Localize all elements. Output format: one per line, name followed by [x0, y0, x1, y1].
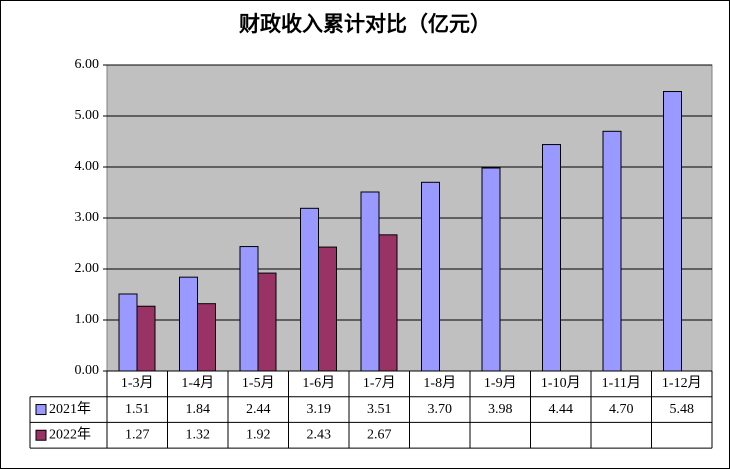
data-label: 4.70 [609, 402, 634, 417]
bar [542, 144, 561, 372]
data-label: 2.67 [367, 427, 392, 442]
data-label: 1.32 [186, 427, 211, 442]
data-label: 1.92 [246, 427, 271, 442]
y-tick-label: 1.00 [75, 312, 100, 327]
bar [481, 167, 501, 372]
x-tick-label: 1-9月 [484, 375, 517, 391]
bar [378, 234, 398, 372]
x-tick-label: 1-6月 [302, 375, 335, 391]
legend-label: 2022年 [49, 426, 91, 442]
y-tick-label: 4.00 [75, 159, 100, 174]
bar [300, 207, 319, 372]
bar [239, 246, 259, 372]
bar [118, 293, 138, 372]
x-tick-label: 1-12月 [662, 375, 702, 391]
legend-label: 2021年 [49, 401, 91, 417]
x-tick-label: 1-4月 [181, 375, 214, 391]
bar [360, 191, 380, 372]
y-tick-label: 0.00 [75, 363, 100, 378]
bar [318, 246, 337, 372]
bar [136, 305, 156, 372]
data-label: 5.48 [670, 402, 695, 417]
data-label: 1.27 [125, 427, 150, 442]
x-tick-label: 1-7月 [363, 375, 396, 391]
y-tick-label: 2.00 [75, 261, 100, 276]
data-label: 2.44 [246, 402, 271, 417]
y-tick-label: 6.00 [75, 57, 100, 72]
bar [602, 130, 622, 372]
bar [257, 272, 277, 372]
x-tick-label: 1-8月 [423, 375, 456, 391]
bar [663, 91, 682, 372]
bar [179, 276, 198, 372]
data-label: 3.51 [367, 402, 392, 417]
x-tick-label: 1-11月 [602, 375, 641, 391]
legend-key [35, 429, 47, 441]
data-label: 3.98 [488, 402, 513, 417]
data-label: 3.70 [428, 402, 453, 417]
x-tick-label: 1-5月 [242, 375, 275, 391]
data-label: 1.51 [125, 402, 150, 417]
bar [421, 181, 440, 372]
data-label: 1.84 [186, 402, 211, 417]
x-tick-label: 1-3月 [121, 375, 154, 391]
legend-key [35, 404, 47, 416]
data-label: 2.43 [307, 427, 332, 442]
bar [197, 303, 216, 372]
chart-title: 财政收入累计对比（亿元） [239, 12, 491, 36]
y-tick-label: 5.00 [75, 108, 100, 123]
y-tick-label: 3.00 [75, 210, 100, 225]
x-tick-label: 1-10月 [541, 375, 581, 391]
data-label: 4.44 [549, 402, 574, 417]
data-label: 3.19 [307, 402, 332, 417]
